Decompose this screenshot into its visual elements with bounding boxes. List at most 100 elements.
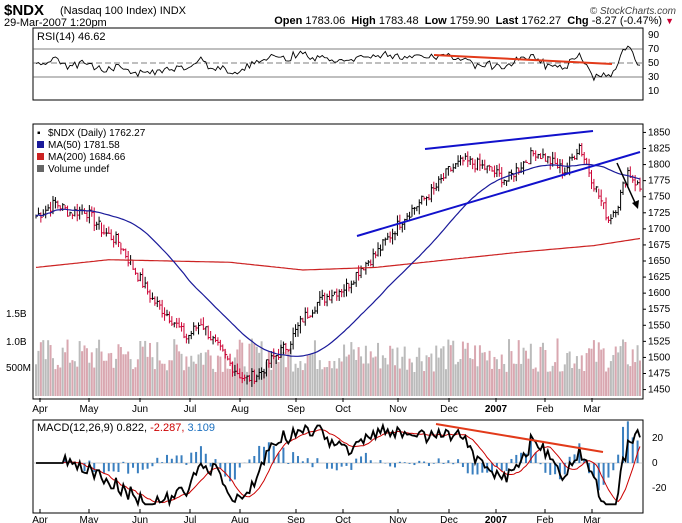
volume-bar [190, 355, 193, 396]
volume-bar [430, 353, 433, 396]
macd-hist-bar [369, 460, 372, 463]
down-triangle-icon: ▼ [665, 16, 674, 26]
price-tick-label: 1725 [648, 208, 671, 219]
volume-bar [115, 358, 118, 396]
price-tick-label: 1500 [648, 352, 671, 363]
volume-bar [364, 345, 367, 396]
legend-entry: MA(200) 1684.66 [48, 152, 126, 163]
macd-hist-bar [355, 458, 358, 463]
volume-bar [93, 367, 96, 396]
volume-bar [141, 346, 144, 396]
x-tick-label: Feb [536, 404, 554, 415]
macd-hist-bar [195, 451, 198, 463]
volume-bar [168, 360, 171, 396]
volume-bar [425, 355, 428, 396]
volume-bar [461, 341, 464, 396]
volume-bar [352, 349, 355, 396]
date-time: 29-Mar-2007 1:20pm [4, 17, 107, 29]
volume-bar [515, 363, 518, 396]
macd-hist-bar [224, 463, 227, 477]
volume-bar [182, 370, 185, 396]
volume-bar [311, 354, 314, 396]
macd-hist-bar [350, 463, 353, 470]
volume-bar [544, 350, 547, 396]
macd-hist-bar [394, 463, 397, 468]
volume-bar [374, 356, 377, 396]
volume-bar [592, 340, 595, 396]
macd-hist-bar [258, 445, 261, 463]
macd-hist-bar [408, 463, 411, 464]
volume-bar [180, 353, 183, 396]
volume-bar [510, 351, 513, 396]
low-label: Low [424, 15, 447, 27]
macd-hist-bar [296, 456, 299, 463]
price-tick-label: 1550 [648, 320, 671, 331]
volume-bar [476, 366, 479, 396]
macd-hist-bar [495, 463, 498, 468]
volume-bar [508, 339, 511, 396]
volume-bar [127, 351, 130, 396]
macd-hist-bar [403, 462, 406, 463]
legend-entry: Volume undef [48, 164, 109, 175]
volume-bar [464, 348, 467, 396]
volume-bar [175, 344, 178, 396]
volume-bar [241, 342, 244, 396]
support-trendline [356, 151, 641, 237]
volume-bar [192, 361, 195, 396]
volume-bar [418, 347, 421, 396]
exchange-label: INDX [159, 5, 186, 17]
macd-hist-bar [432, 463, 435, 464]
volume-bar [233, 357, 236, 396]
volume-bar [76, 366, 79, 396]
price-tick-label: 1825 [648, 144, 671, 155]
macd-hist-bar [209, 463, 212, 467]
volume-bar [520, 363, 523, 396]
ma200-line [35, 237, 641, 271]
volume-tick-label: 500M [6, 363, 31, 374]
volume-bar [372, 357, 375, 396]
macd-hist-bar [127, 463, 130, 474]
price-tick-label: 1850 [648, 127, 671, 138]
volume-bar [338, 358, 341, 396]
volume-bar [107, 353, 110, 396]
volume-bar [90, 352, 93, 396]
volume-bar [289, 348, 292, 396]
volume-bar [512, 363, 515, 396]
macd-hist-bar [151, 463, 154, 467]
macd-hist-bar [524, 453, 527, 463]
macd-hist-bar [170, 458, 173, 463]
price-tick-label: 1475 [648, 369, 671, 380]
volume-bar [299, 361, 302, 396]
volume-bar [413, 371, 416, 396]
volume-bar [110, 352, 113, 396]
macd-hist-bar [219, 463, 222, 469]
volume-bar [563, 364, 566, 396]
macd-hist-bar [413, 463, 416, 466]
macd-hist-bar [510, 458, 513, 463]
volume-bar [588, 348, 591, 396]
volume-bar [524, 350, 527, 396]
symbol-title: $NDX [4, 2, 45, 19]
high-label: High [351, 15, 376, 27]
macd-hist-bar [156, 457, 159, 463]
volume-bar [216, 355, 219, 396]
macd-hist-bar [185, 463, 188, 465]
volume-bar [98, 339, 101, 396]
volume-bar [330, 368, 333, 396]
volume-bar [250, 338, 253, 396]
volume-bars [35, 338, 641, 396]
volume-bar [100, 351, 103, 396]
volume-bar [279, 340, 282, 396]
volume-bar [42, 340, 45, 396]
x-tick-label: Jun [132, 515, 148, 523]
volume-bar [631, 349, 634, 396]
volume-bar [335, 368, 338, 396]
macd-hist-bar [93, 463, 96, 472]
price-tick-label: 1800 [648, 160, 671, 171]
volume-bar [457, 361, 460, 396]
volume-bar [529, 343, 532, 396]
moving-averages [35, 163, 641, 357]
macd-hist-bar [558, 463, 561, 480]
macd-hist-bar [612, 463, 615, 471]
volume-bar [275, 359, 278, 396]
